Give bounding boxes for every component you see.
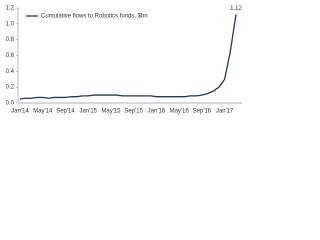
y-tick-label: 0.0 bbox=[6, 101, 15, 107]
legend-label: Cumulative flows to Robotics funds, $bn bbox=[41, 14, 148, 20]
y-tick-label: 0.6 bbox=[6, 53, 15, 59]
x-tick-label: May'15 bbox=[101, 109, 121, 115]
x-tick-label: Sep'16 bbox=[193, 109, 212, 115]
x-tick-label: Sep'14 bbox=[56, 109, 75, 115]
x-tick-label: May'14 bbox=[33, 109, 53, 115]
y-tick-label: 1.2 bbox=[6, 6, 15, 12]
y-tick-label: 0.4 bbox=[6, 69, 15, 75]
chart: 0.0 0.2 0.4 0.6 0.8 1.0 1.2 Jan'14 May'14 Sep'14 J… bbox=[6, 6, 243, 115]
x-tick-label: Sep'15 bbox=[124, 109, 143, 115]
x-tick-label: Jan'17 bbox=[216, 109, 234, 115]
y-tick-label: 0.8 bbox=[6, 37, 15, 43]
y-tick-label: 0.2 bbox=[6, 85, 15, 91]
x-tick-label: Jan'14 bbox=[11, 109, 29, 115]
series-line bbox=[19, 14, 237, 100]
data-label: 1.12 bbox=[230, 6, 242, 12]
x-tick-label: Jan'16 bbox=[148, 109, 166, 115]
x-tick-label: Jan'15 bbox=[79, 109, 97, 115]
x-tick-label: May'16 bbox=[170, 109, 190, 115]
y-tick-label: 1.0 bbox=[6, 21, 15, 27]
